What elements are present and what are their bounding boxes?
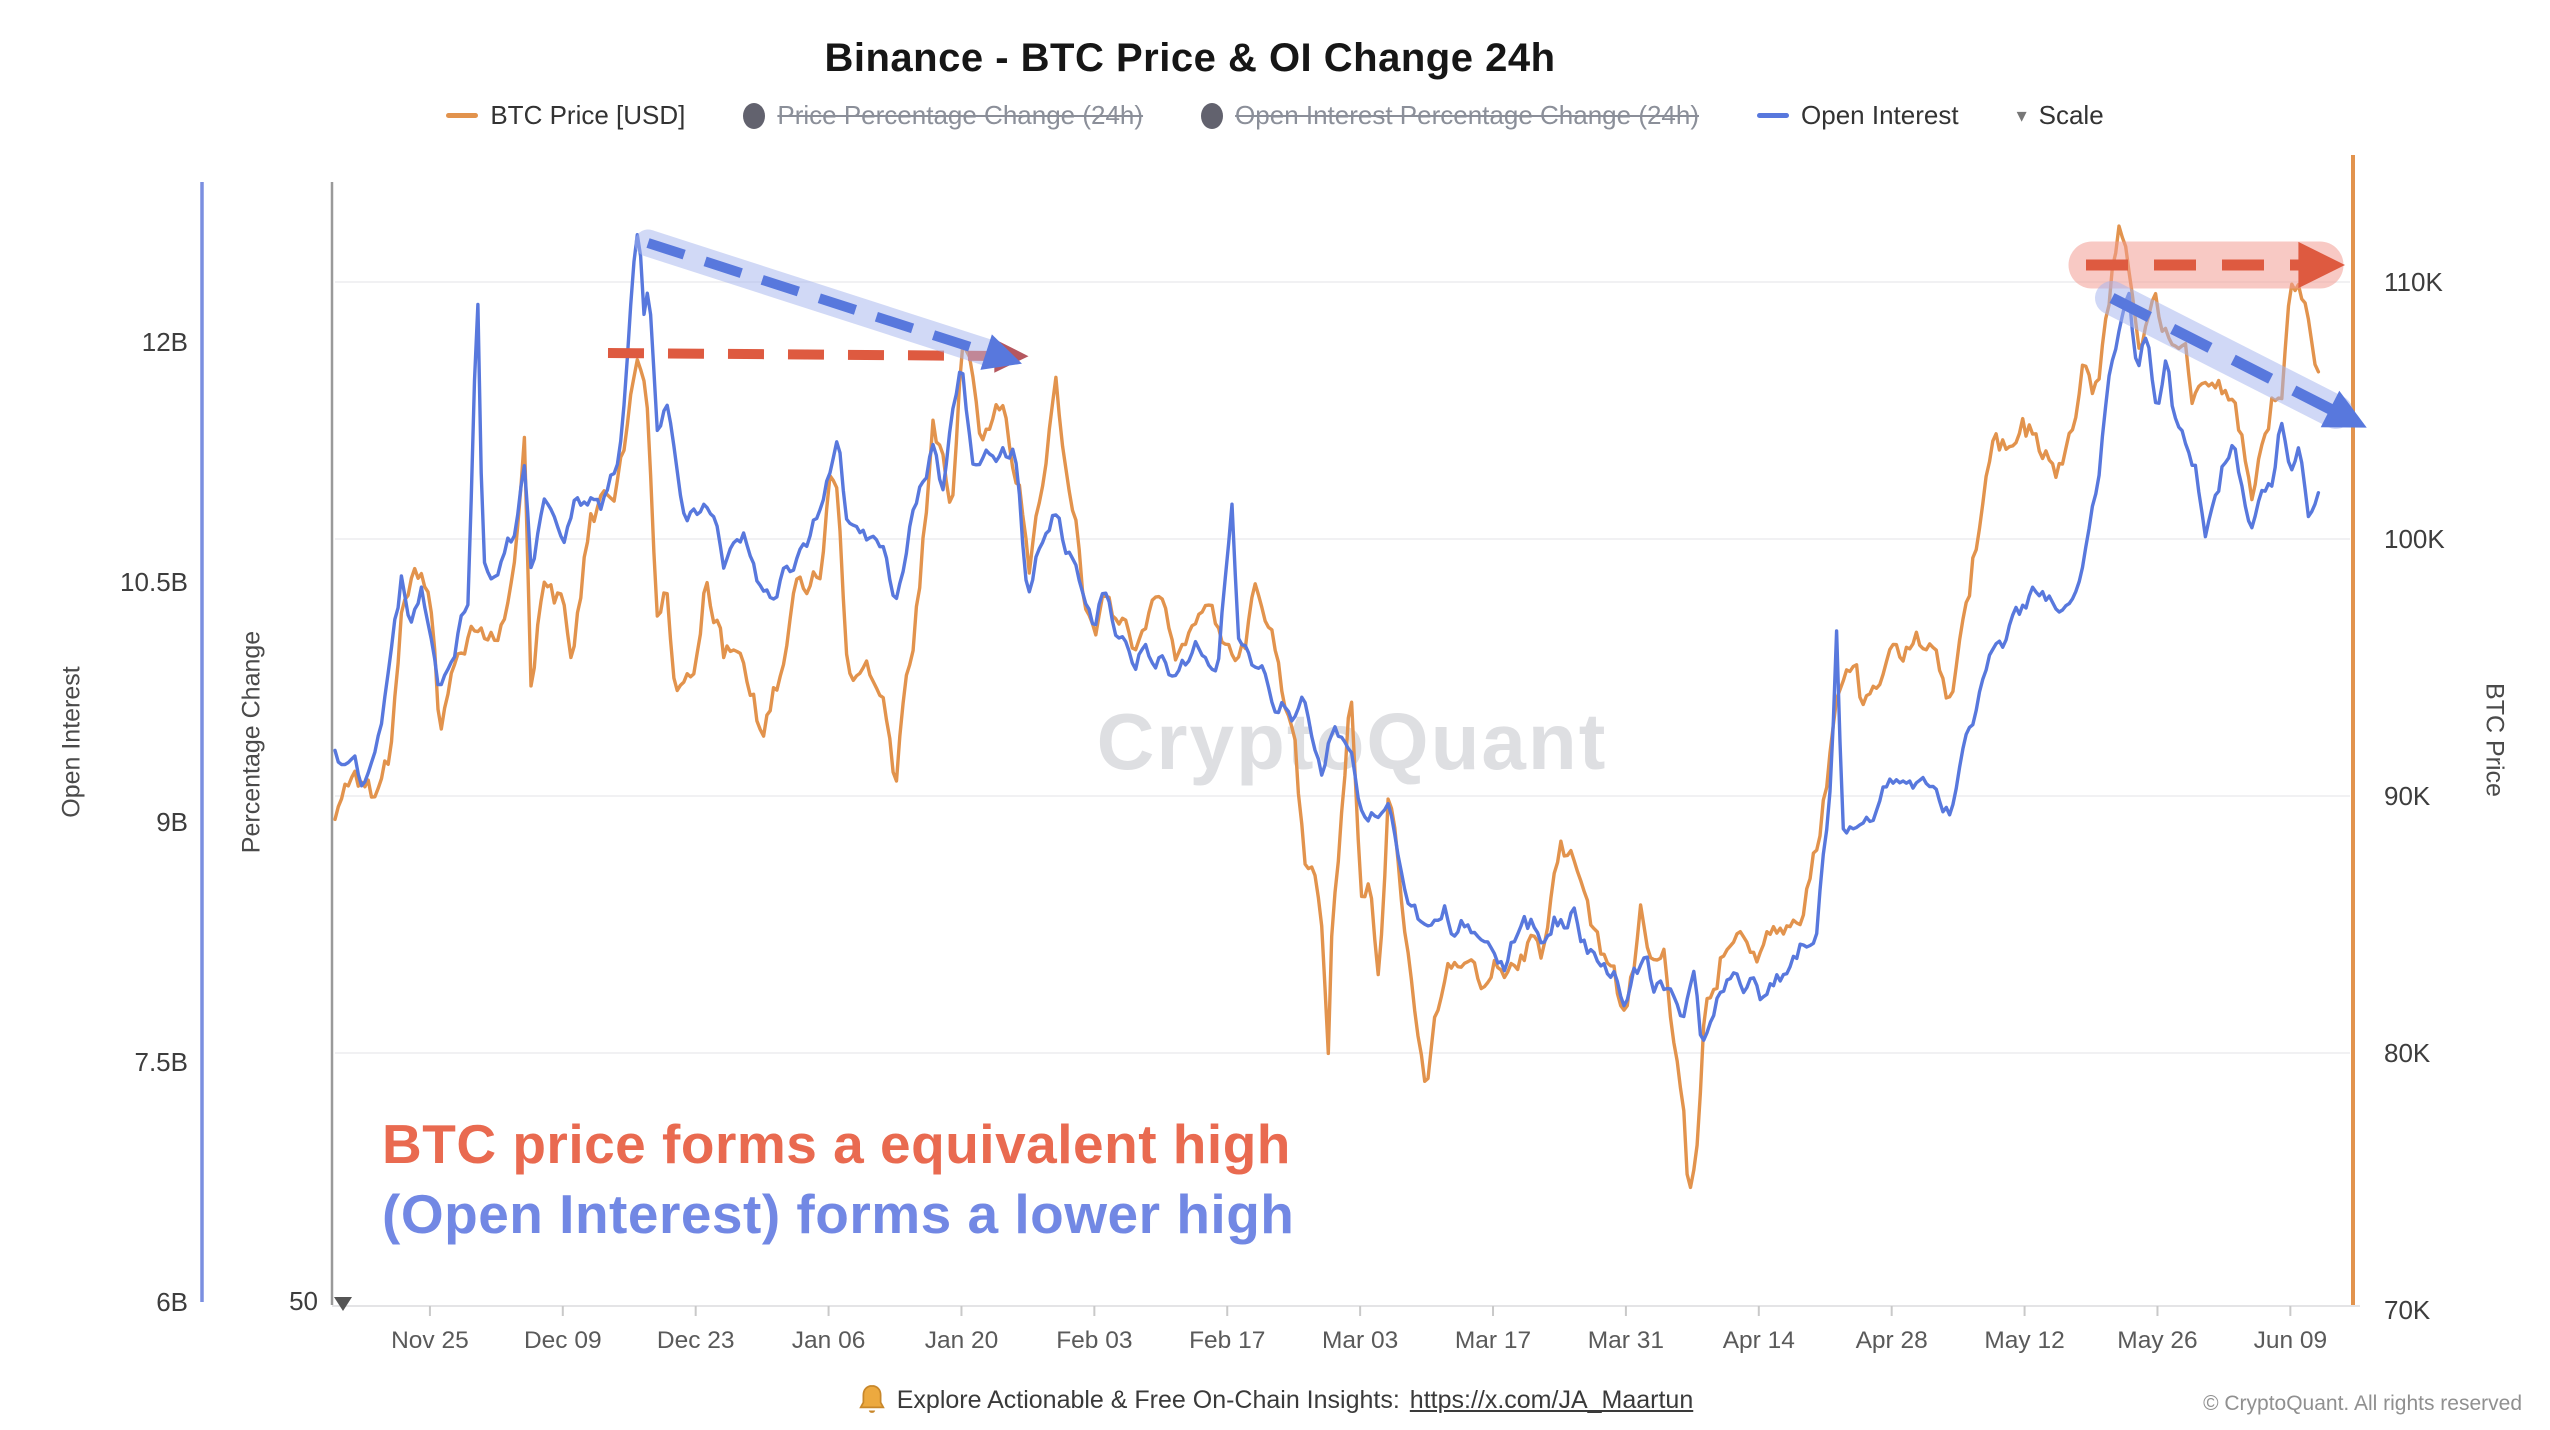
btc-price-tick-label: 90K	[2384, 781, 2431, 811]
right_oi_arrow-arrowhead-icon	[2320, 390, 2367, 428]
bell-icon	[858, 1384, 885, 1413]
legend-label: Open Interest Percentage Change (24h)	[1235, 100, 1700, 130]
x-axis-tick-label: Mar 31	[1588, 1327, 1664, 1354]
btc-price-tick-label: 100K	[2384, 524, 2445, 554]
open-interest-line-swatch-icon	[1757, 113, 1790, 118]
open-interest-tick-label: 12B	[142, 327, 188, 357]
footer-insight-text: Explore Actionable & Free On-Chain Insig…	[896, 1385, 1400, 1414]
percentage-change-tick-label: 50	[289, 1286, 318, 1316]
open-interest-tick-label: 7.5B	[135, 1047, 189, 1077]
btc-price-line-swatch-icon	[446, 113, 479, 118]
legend: BTC Price [USD] Price Percentage Change …	[0, 100, 2550, 131]
x-axis-tick-label: May 26	[2117, 1327, 2197, 1354]
x-axis-tick-label: Jun 09	[2254, 1327, 2328, 1354]
x-axis-tick-label: Jan 06	[792, 1327, 866, 1354]
open-interest-tick-label: 6B	[156, 1287, 188, 1317]
annotation-note-open-interest: (Open Interest) forms a lower high	[382, 1183, 1295, 1245]
right_price_arrow-arrowhead-icon	[2298, 241, 2345, 289]
axis-drag-handle-icon[interactable]	[334, 1297, 352, 1311]
scale-dropdown[interactable]: ▾ Scale	[2017, 100, 2104, 131]
open-interest-line	[333, 233, 2321, 1042]
btc-price-tick-label: 70K	[2384, 1295, 2431, 1325]
disabled-series-circle-icon	[1201, 102, 1224, 129]
footer-insight-link[interactable]: https://x.com/JA_Maartun	[1409, 1385, 1694, 1414]
btc-price-tick-label: 110K	[2384, 267, 2443, 297]
page-title: Binance - BTC Price & OI Change 24h	[824, 36, 1556, 80]
x-axis-tick-label: Nov 25	[391, 1327, 469, 1354]
legend-label: Scale	[2038, 100, 2104, 130]
x-axis-tick-label: Dec 09	[524, 1327, 602, 1354]
x-axis-tick-label: Feb 03	[1056, 1327, 1132, 1354]
legend-item-price-pct-change[interactable]: Price Percentage Change (24h)	[743, 100, 1143, 131]
x-axis-tick-label: Jan 20	[925, 1327, 999, 1354]
x-axis-tick-label: Apr 14	[1723, 1327, 1795, 1354]
legend-item-open-interest[interactable]: Open Interest	[1757, 100, 1959, 131]
copyright-text: © CryptoQuant. All rights reserved	[2203, 1392, 2522, 1415]
legend-label: Open Interest	[1801, 100, 1959, 130]
legend-label: Price Percentage Change (24h)	[777, 100, 1144, 130]
legend-item-oi-pct-change[interactable]: Open Interest Percentage Change (24h)	[1201, 100, 1699, 131]
disabled-series-circle-icon	[743, 102, 766, 129]
open-interest-tick-label: 9B	[156, 807, 188, 837]
right_oi_arrow-dashed-line	[2109, 293, 2339, 417]
legend-item-btc-price[interactable]: BTC Price [USD]	[446, 100, 685, 131]
btc-price-tick-label: 80K	[2384, 1038, 2431, 1068]
legend-label: BTC Price [USD]	[490, 100, 686, 130]
x-axis-tick-label: Mar 17	[1455, 1327, 1531, 1354]
left_price_arrow-dashed-line	[607, 348, 1001, 361]
x-axis-tick-label: Feb 17	[1189, 1327, 1265, 1354]
x-axis-tick-label: May 12	[1984, 1327, 2064, 1354]
x-axis-tick-label: Dec 23	[657, 1327, 735, 1354]
chevron-down-icon: ▾	[2016, 105, 2027, 127]
footer: Explore Actionable & Free On-Chain Insig…	[0, 1384, 2550, 1416]
btc-price-line	[333, 224, 2321, 1190]
left_oi_arrow-arrowhead-icon	[980, 334, 1022, 370]
annotation-note-price: BTC price forms a equivalent high	[382, 1113, 1291, 1175]
x-axis-tick-label: Apr 28	[1856, 1327, 1928, 1354]
x-axis-tick-label: Mar 03	[1322, 1327, 1398, 1354]
open-interest-tick-label: 10.5B	[120, 567, 188, 597]
left_oi_arrow-dashed-line	[646, 238, 994, 359]
